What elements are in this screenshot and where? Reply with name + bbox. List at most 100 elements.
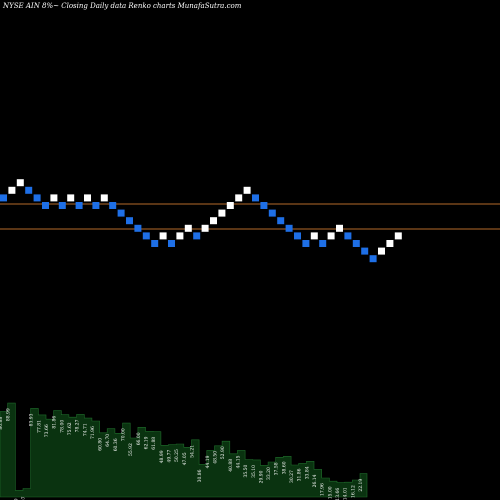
volume-label: 55.92 xyxy=(128,443,134,456)
renko-brick-up xyxy=(226,202,234,209)
renko-brick-down xyxy=(319,240,327,247)
volume-label: 75.62 xyxy=(67,422,73,435)
renko-brick-up xyxy=(84,194,91,202)
volume-label: 30.27 xyxy=(289,470,295,483)
renko-brick-down xyxy=(344,232,352,240)
reference-lines xyxy=(0,203,500,230)
renko-brick-down xyxy=(151,240,159,247)
volume-label: 49.77 xyxy=(167,449,173,462)
volume-label: 64.70 xyxy=(105,434,111,447)
renko-brick-down xyxy=(134,224,142,232)
renko-brick-down xyxy=(75,202,83,209)
volume-label: 48.50 xyxy=(213,451,219,464)
volume-label: 60.80 xyxy=(98,438,104,451)
renko-brick-down xyxy=(193,232,201,240)
renko-brick-up xyxy=(378,247,385,255)
renko-brick-down xyxy=(168,240,175,247)
renko-brick-down xyxy=(25,186,33,194)
renko-brick-up xyxy=(218,209,226,217)
volume-area xyxy=(0,402,368,498)
renko-brick-down xyxy=(33,194,41,202)
volume-label: 62.19 xyxy=(144,436,150,449)
volume-label: 83.93 xyxy=(29,413,35,426)
renko-brick-down xyxy=(58,202,66,209)
renko-brick-up xyxy=(310,232,318,240)
volume-label: 29.90 xyxy=(258,470,264,483)
renko-brick-up xyxy=(210,217,217,225)
renko-brick-down xyxy=(302,240,310,247)
renko-brick-up xyxy=(184,224,192,232)
volume-label: 60.36 xyxy=(113,438,119,451)
volume-label: 35.10 xyxy=(251,465,257,478)
volume-label: 74.71 xyxy=(82,423,88,436)
volume-label: 8.07 xyxy=(21,496,27,500)
volume-label: 71.96 xyxy=(90,426,96,439)
volume-label: 33.20 xyxy=(266,467,272,480)
volume-label: 37.58 xyxy=(274,462,280,475)
volume-label: 81.86 xyxy=(52,416,58,429)
volume-label: 15.00 xyxy=(327,486,333,499)
volume-label: 78.27 xyxy=(75,419,81,432)
volume-label: 14.01 xyxy=(343,487,349,500)
volume-label: 88.99 xyxy=(6,408,12,421)
volume-label: 77.81 xyxy=(36,420,42,433)
renko-brick-down xyxy=(42,202,49,209)
volume-label: 47.05 xyxy=(182,452,188,465)
volume-label: 33.84 xyxy=(304,466,310,479)
renko-brick-down xyxy=(142,232,150,240)
renko-brick-down xyxy=(268,209,276,217)
volume-label: 6.29 xyxy=(13,498,19,500)
renko-brick-down xyxy=(0,194,7,202)
volume-label: 50.25 xyxy=(174,449,180,462)
volume-label: 40.88 xyxy=(228,459,234,472)
volume-label: 26.14 xyxy=(312,474,318,487)
renko-brick-up xyxy=(67,194,75,202)
renko-brick-down xyxy=(369,255,377,263)
renko-brick-down xyxy=(126,217,133,225)
renko-brick-down xyxy=(260,202,268,209)
volume-label: 44.15 xyxy=(235,455,241,468)
renko-brick-up xyxy=(327,232,335,240)
volume-label: 16.12 xyxy=(350,485,356,498)
volume-label: 35.50 xyxy=(243,464,249,477)
volume-label: 31.86 xyxy=(297,468,303,481)
volume-label: 54.21 xyxy=(190,445,196,458)
renko-brick-up xyxy=(243,186,251,194)
renko-brick-down xyxy=(352,240,360,247)
volume-label: 17.96 xyxy=(320,483,326,496)
volume-label: 38.60 xyxy=(281,461,287,474)
chart-title: NYSE AIN 8%~ Closing Daily data Renko ch… xyxy=(2,2,242,10)
volume-label: 22.19 xyxy=(358,479,364,492)
volume-label: 30.86 xyxy=(197,469,203,482)
renko-brick-up xyxy=(159,232,167,240)
renko-brick-up xyxy=(100,194,108,202)
volume-label: 70.00 xyxy=(121,428,127,441)
renko-brick-down xyxy=(277,217,285,225)
renko-brick-down xyxy=(109,202,117,209)
renko-brick-up xyxy=(201,224,209,232)
renko-brick-up xyxy=(16,179,24,187)
renko-brick-down xyxy=(92,202,100,209)
renko-brick-down xyxy=(294,232,301,240)
renko-brick-down xyxy=(285,224,293,232)
renko-brick-down xyxy=(361,247,369,255)
volume-label: 52.90 xyxy=(220,446,226,459)
renko-brick-up xyxy=(176,232,184,240)
volume-label: 48.99 xyxy=(159,450,165,463)
renko-brick-up xyxy=(336,224,343,232)
volume-silhouette xyxy=(0,402,368,498)
volume-label: 78.00 xyxy=(59,420,65,433)
renko-brick-up xyxy=(386,240,394,247)
volume-label: 66.00 xyxy=(136,432,142,445)
renko-brick-up xyxy=(8,186,16,194)
renko-brick-up xyxy=(394,232,402,240)
volume-label: 61.88 xyxy=(151,437,157,450)
volume-label: 44.19 xyxy=(205,455,211,468)
renko-brick-up xyxy=(50,194,58,202)
renko-bricks xyxy=(0,179,402,263)
renko-brick-down xyxy=(252,194,259,202)
renko-brick-down xyxy=(117,209,125,217)
volume-label: 80.88 xyxy=(0,417,4,430)
renko-brick-up xyxy=(235,194,243,202)
volume-label: 13.66 xyxy=(335,488,341,500)
